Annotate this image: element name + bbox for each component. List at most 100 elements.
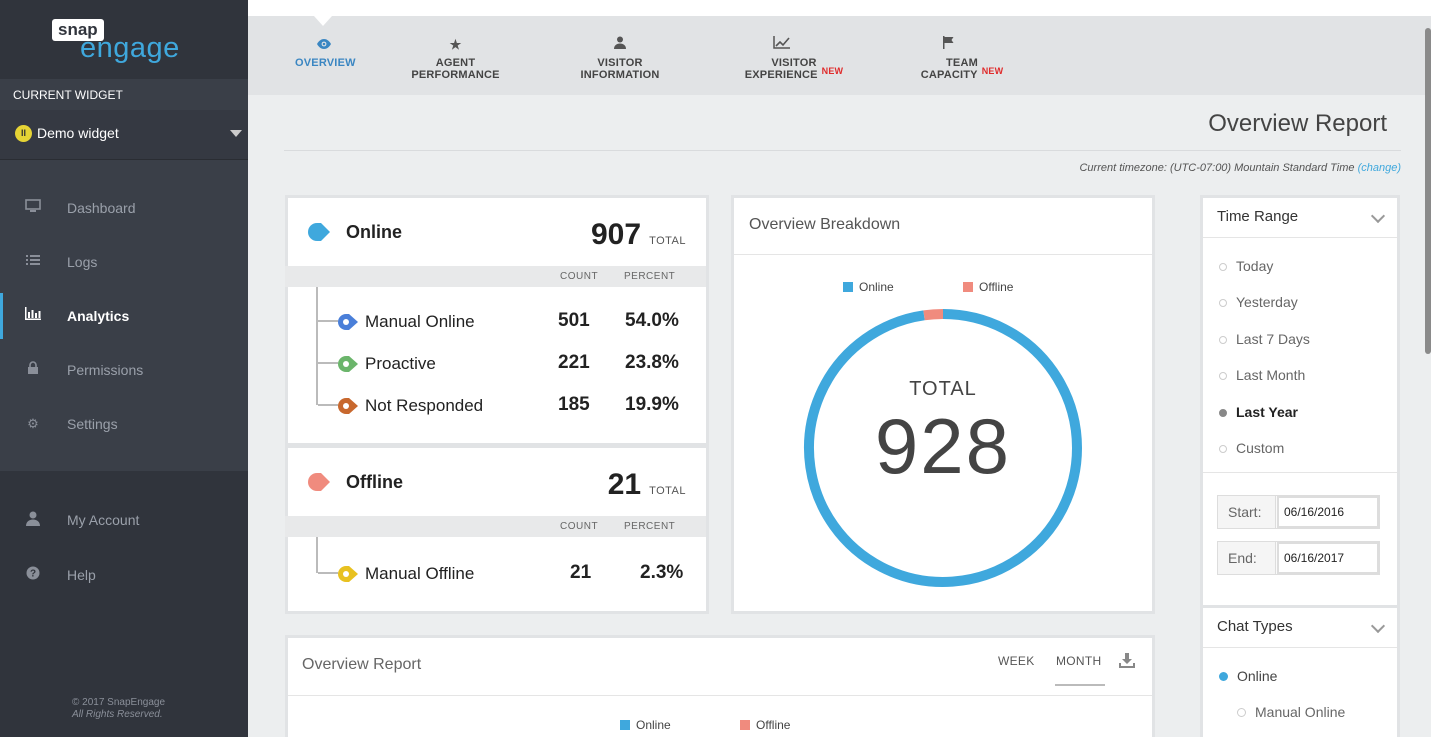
sidebar-bottom: My Account ? Help — [0, 471, 248, 737]
radio-icon — [1219, 336, 1227, 344]
donut-total-value: 928 — [874, 402, 1012, 490]
start-date-field: Start: — [1217, 495, 1380, 529]
legend-online[interactable]: Online — [620, 718, 671, 732]
scrollbar[interactable] — [1425, 28, 1431, 354]
pause-icon: II — [15, 125, 32, 142]
sidebar-item-help[interactable]: ? Help — [0, 552, 248, 598]
sidebar-item-my-account[interactable]: My Account — [0, 497, 248, 543]
chat-type-online[interactable]: Online — [1219, 668, 1277, 684]
download-icon[interactable] — [1119, 653, 1135, 669]
radio-icon — [1237, 708, 1246, 717]
range-option-label: Today — [1236, 258, 1274, 274]
radio-icon — [1219, 372, 1227, 380]
tab-visitor-experience[interactable]: VISITOR EXPERIENCE NEW — [724, 36, 864, 81]
tree-branch — [318, 362, 338, 364]
divider — [284, 150, 1401, 151]
row-percent: 19.9% — [625, 394, 679, 415]
proactive-tag-icon — [338, 356, 358, 372]
range-option-label: Custom — [1236, 440, 1285, 456]
row-label: Manual Offline — [365, 564, 475, 583]
legend-swatch — [740, 720, 750, 730]
total-label: TOTAL — [649, 235, 686, 247]
tab-label: TEAM CAPACITY — [920, 57, 978, 81]
offline-total: 21 TOTAL — [608, 468, 686, 502]
range-option-label: Last Month — [1236, 367, 1306, 383]
tab-visitor-information[interactable]: VISITOR INFORMATION — [558, 36, 682, 81]
chat-type-manual-online[interactable]: Manual Online — [1237, 704, 1345, 720]
help-icon: ? — [24, 566, 42, 584]
change-timezone-link[interactable]: (change) — [1357, 162, 1401, 174]
active-tab-notch — [314, 16, 332, 26]
bar-chart-icon — [24, 307, 42, 325]
top-strip — [248, 0, 1431, 16]
legend-label: Offline — [756, 718, 791, 732]
legend-swatch — [963, 282, 973, 292]
person-icon — [558, 36, 682, 54]
range-option-last-year[interactable]: Last Year — [1219, 404, 1298, 420]
copyright-text: © 2017 SnapEngage — [72, 697, 166, 708]
tab-label: VISITOR INFORMATION — [580, 57, 660, 81]
sidebar-item-dashboard[interactable]: Dashboard — [0, 185, 248, 231]
row-label: Not Responded — [365, 396, 484, 415]
range-option-custom[interactable]: Custom — [1219, 440, 1284, 456]
tab-team-capacity[interactable]: TEAM CAPACITY NEW — [904, 36, 1020, 81]
offline-tag-icon — [308, 473, 330, 491]
tab-label: AGENT PERFORMANCE — [411, 57, 500, 81]
tree-branch — [318, 404, 338, 406]
sidebar-item-label: Dashboard — [67, 200, 136, 216]
row-percent: 2.3% — [640, 562, 684, 583]
sidebar-item-permissions[interactable]: Permissions — [0, 347, 248, 393]
logo[interactable]: snap engage — [0, 0, 248, 79]
sidebar-item-settings[interactable]: ⚙ Settings — [0, 401, 248, 447]
week-toggle[interactable]: WEEK — [998, 654, 1035, 668]
tree-branch — [318, 320, 338, 322]
total-label: TOTAL — [649, 485, 686, 497]
list-icon — [24, 253, 42, 271]
donut-slice-offline[interactable] — [923, 309, 944, 321]
range-option-today[interactable]: Today — [1219, 258, 1273, 274]
month-toggle[interactable]: MONTH — [1056, 654, 1102, 668]
logo-engage-text: engage — [80, 32, 180, 64]
donut-total-label: TOTAL — [909, 378, 977, 400]
end-date-field: End: — [1217, 541, 1380, 575]
sidebar-item-label: Help — [67, 567, 96, 583]
legend-offline[interactable]: Offline — [963, 280, 1013, 294]
current-widget-label: CURRENT WIDGET — [13, 88, 123, 102]
time-range-header[interactable]: Time Range — [1203, 198, 1397, 238]
user-icon — [24, 511, 42, 529]
legend-label: Offline — [979, 280, 1014, 294]
legend-offline[interactable]: Offline — [740, 718, 790, 732]
sidebar-item-logs[interactable]: Logs — [0, 239, 248, 285]
end-date-input[interactable] — [1277, 542, 1379, 574]
tree-line — [316, 287, 318, 405]
sidebar-item-label: Permissions — [67, 362, 144, 378]
tab-overview[interactable]: OVERVIEW — [295, 36, 355, 69]
rights-text: All Rights Reserved. — [72, 709, 163, 720]
breakdown-row-proactive: Proactive 221 23.8% — [288, 342, 706, 382]
legend-online[interactable]: Online — [843, 280, 894, 294]
online-total-value: 907 — [591, 218, 642, 251]
range-option-label: Last 7 Days — [1236, 331, 1310, 347]
widget-selector[interactable]: II Demo widget — [0, 110, 248, 160]
chat-types-title: Chat Types — [1217, 618, 1293, 635]
chevron-down-icon — [1370, 208, 1386, 224]
sidebar-item-label: My Account — [67, 512, 140, 528]
range-option-last-7-days[interactable]: Last 7 Days — [1219, 331, 1310, 347]
tab-agent-performance[interactable]: ★ AGENT PERFORMANCE — [395, 36, 516, 81]
sidebar-item-analytics[interactable]: Analytics — [0, 293, 248, 339]
start-date-input[interactable] — [1277, 496, 1379, 528]
lock-icon — [24, 361, 42, 379]
chat-types-header[interactable]: Chat Types — [1203, 608, 1397, 648]
divider — [288, 695, 1152, 696]
count-header: COUNT — [560, 521, 599, 532]
sidebar-item-label: Logs — [67, 254, 98, 270]
flag-icon — [904, 36, 1020, 54]
online-header: Online 907 TOTAL — [288, 198, 706, 264]
donut-chart — [804, 309, 1082, 587]
overview-report-title: Overview Report — [302, 656, 422, 673]
row-count: 221 — [558, 352, 590, 373]
svg-text:?: ? — [30, 569, 36, 580]
range-option-last-month[interactable]: Last Month — [1219, 367, 1305, 383]
donut-slice-online[interactable] — [804, 309, 1082, 587]
range-option-yesterday[interactable]: Yesterday — [1219, 294, 1298, 310]
